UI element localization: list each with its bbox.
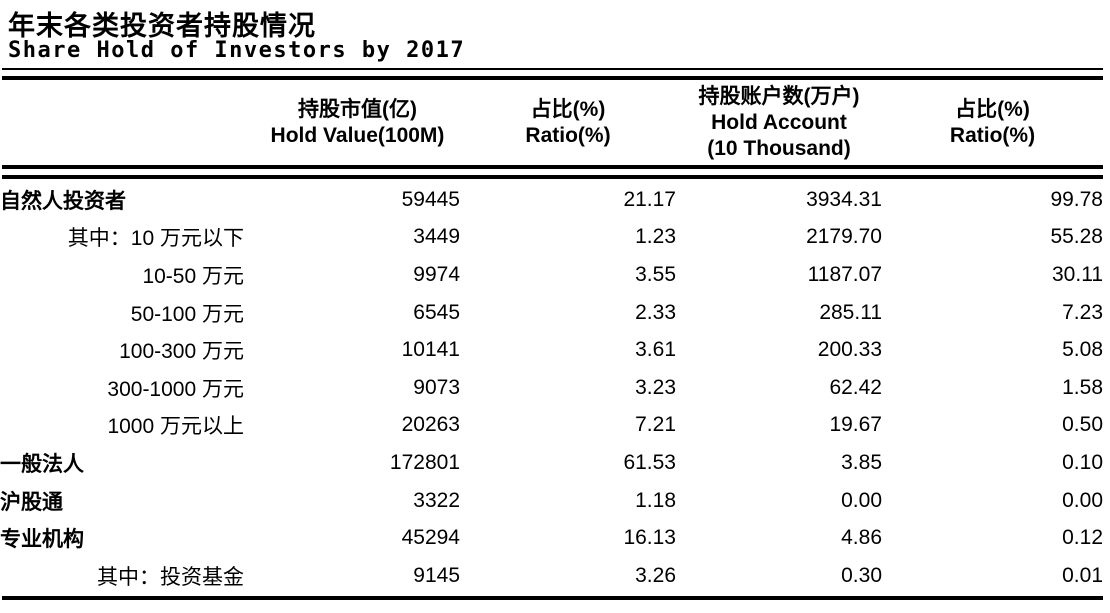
row-label: 专业机构 [0, 528, 84, 552]
cell-account-ratio: 5.08 [1062, 338, 1103, 362]
table-row: 专业机构 45294 16.13 4.86 0.12 [0, 519, 1103, 557]
rule-header-separator-bottom [2, 175, 1103, 179]
cell-hold-value: 59445 [401, 187, 460, 211]
page-title-chinese: 年末各类投资者持股情况 [8, 11, 316, 41]
cell-value-ratio: 3.26 [635, 563, 676, 587]
cell-hold-account: 19.67 [829, 413, 882, 437]
rule-header-separator-top [2, 165, 1103, 169]
header-hold-account-en2: (10 Thousand) [707, 137, 851, 160]
table-row: 沪股通 3322 1.18 0.00 0.00 [0, 482, 1103, 520]
cell-account-ratio: 0.12 [1062, 526, 1103, 550]
row-label: 其中：10 万元以下 [67, 227, 244, 251]
header-ratio-2-zh: 占比(%) [955, 98, 1030, 121]
table-row: 其中：投资基金 9145 3.26 0.30 0.01 [0, 557, 1103, 595]
rule-under-title-thin [2, 68, 1103, 70]
row-label: 100-300 万元 [119, 340, 244, 364]
cell-hold-account: 200.33 [817, 338, 882, 362]
header-hold-account-zh: 持股账户数(万户) [698, 85, 860, 108]
rule-under-title-thick [2, 76, 1103, 80]
cell-value-ratio: 3.55 [635, 262, 676, 286]
cell-hold-account: 2179.70 [806, 225, 882, 249]
header-ratio-2: 占比(%) Ratio(%) [882, 97, 1103, 149]
table-row: 一般法人 172801 61.53 3.85 0.10 [0, 444, 1103, 482]
table-row: 300-1000 万元 9073 3.23 62.42 1.58 [0, 369, 1103, 407]
cell-hold-value: 9145 [413, 563, 460, 587]
cell-value-ratio: 3.23 [635, 375, 676, 399]
cell-value-ratio: 21.17 [623, 187, 676, 211]
header-ratio-1-en: Ratio(%) [525, 124, 611, 147]
rule-table-bottom [2, 596, 1103, 600]
cell-value-ratio: 1.18 [635, 488, 676, 512]
cell-value-ratio: 2.33 [635, 300, 676, 324]
header-ratio-1-zh: 占比(%) [530, 98, 606, 121]
header-ratio-2-en: Ratio(%) [949, 124, 1036, 147]
cell-account-ratio: 55.28 [1050, 225, 1103, 249]
header-hold-value-en: Hold Value(100M) [270, 124, 445, 147]
header-ratio-1: 占比(%) Ratio(%) [460, 97, 676, 149]
table-header-row: 持股市值(亿) Hold Value(100M) 占比(%) Ratio(%) … [0, 84, 1103, 162]
cell-value-ratio: 16.13 [623, 526, 676, 550]
cell-account-ratio: 0.00 [1062, 488, 1103, 512]
cell-hold-account: 0.30 [841, 563, 882, 587]
cell-account-ratio: 0.01 [1062, 563, 1103, 587]
cell-hold-value: 20263 [401, 413, 460, 437]
cell-hold-value: 172801 [389, 450, 460, 474]
table-row: 50-100 万元 6545 2.33 285.11 7.23 [0, 294, 1103, 332]
cell-value-ratio: 61.53 [623, 450, 676, 474]
cell-hold-value: 3449 [413, 225, 460, 249]
cell-value-ratio: 1.23 [635, 225, 676, 249]
cell-account-ratio: 1.58 [1062, 375, 1103, 399]
cell-hold-account: 1187.07 [807, 262, 882, 286]
row-label: 50-100 万元 [130, 302, 244, 326]
cell-hold-value: 9974 [413, 262, 460, 286]
row-label: 一般法人 [0, 452, 84, 476]
page-title-english: Share Hold of Investors by 2017 [8, 38, 466, 63]
row-label: 自然人投资者 [0, 189, 126, 213]
cell-hold-account: 0.00 [841, 488, 882, 512]
cell-hold-account: 3.85 [841, 450, 882, 474]
cell-value-ratio: 7.21 [635, 413, 676, 437]
cell-value-ratio: 3.61 [635, 338, 676, 362]
cell-hold-value: 9073 [413, 375, 460, 399]
cell-hold-value: 45294 [401, 526, 460, 550]
row-label: 沪股通 [0, 490, 63, 514]
cell-account-ratio: 30.11 [1052, 262, 1103, 286]
header-hold-value-zh: 持股市值(亿) [298, 98, 417, 121]
row-label: 10-50 万元 [142, 264, 244, 288]
row-label: 其中：投资基金 [97, 565, 244, 589]
header-hold-value: 持股市值(亿) Hold Value(100M) [255, 97, 460, 149]
row-label: 1000 万元以上 [107, 415, 244, 439]
cell-account-ratio: 99.78 [1050, 187, 1103, 211]
cell-account-ratio: 0.50 [1062, 413, 1103, 437]
cell-hold-value: 10141 [401, 338, 460, 362]
header-hold-account: 持股账户数(万户) Hold Account (10 Thousand) [676, 84, 882, 162]
cell-account-ratio: 0.10 [1062, 450, 1103, 474]
cell-hold-value: 3322 [413, 488, 460, 512]
table-row: 100-300 万元 10141 3.61 200.33 5.08 [0, 331, 1103, 369]
table-row: 10-50 万元 9974 3.55 1187.07 30.11 [0, 256, 1103, 294]
header-hold-account-en1: Hold Account [711, 111, 847, 134]
table-row: 1000 万元以上 20263 7.21 19.67 0.50 [0, 407, 1103, 445]
cell-hold-account: 4.86 [841, 526, 882, 550]
table-row: 自然人投资者 59445 21.17 3934.31 99.78 [0, 181, 1103, 219]
table-row: 其中：10 万元以下 3449 1.23 2179.70 55.28 [0, 219, 1103, 257]
cell-hold-value: 6545 [413, 300, 460, 324]
cell-hold-account: 62.42 [829, 375, 882, 399]
cell-hold-account: 285.11 [819, 300, 882, 324]
cell-hold-account: 3934.31 [806, 187, 882, 211]
row-label: 300-1000 万元 [107, 377, 244, 401]
investor-holdings-table: 自然人投资者 59445 21.17 3934.31 99.78 其中：10 万… [0, 181, 1103, 595]
cell-account-ratio: 7.23 [1062, 300, 1103, 324]
